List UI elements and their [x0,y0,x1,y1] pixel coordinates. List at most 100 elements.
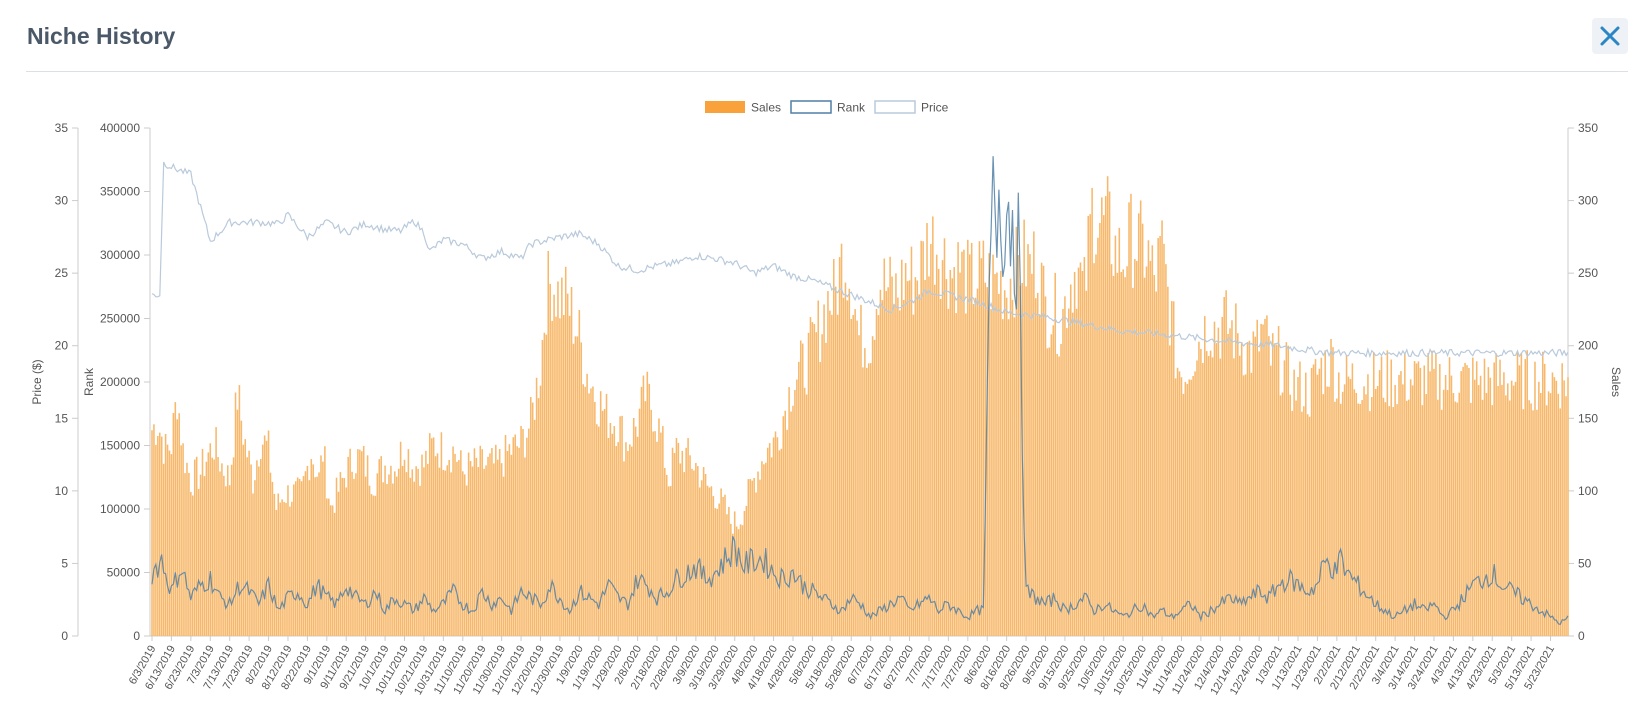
sales-bar [1398,375,1400,636]
sales-bar [1303,406,1305,636]
sales-bar [1289,394,1292,636]
sales-bar [526,437,528,636]
sales-bar [1149,260,1152,636]
sales-bar [1503,372,1505,636]
sales-bar [335,477,338,636]
rank-tick-label: 150000 [100,439,140,453]
close-button[interactable] [1592,18,1628,54]
sales-bar [1437,399,1439,636]
sales-bar [263,435,266,636]
sales-bar [1260,323,1262,636]
sales-bar [827,291,829,636]
sales-bar [959,272,961,636]
sales-bar [1013,317,1016,636]
sales-bar [190,491,192,636]
sales-bar [675,437,678,636]
sales-bar [364,476,367,636]
sales-bar [1172,301,1175,636]
sales-bar [1114,235,1117,636]
sales-bar [473,448,476,636]
sales-bar [186,462,188,636]
sales-bar [644,401,647,636]
sales-bar [1250,372,1253,636]
sales-bar [685,447,687,636]
sales-bar [1194,371,1196,636]
sales-bar [1277,326,1280,636]
rank-tick-label: 200000 [100,375,140,389]
sales-bar [1439,364,1441,636]
sales-bar [467,452,470,636]
sales-bar [1124,277,1126,636]
sales-bar [1524,359,1527,636]
sales-bar [1468,367,1470,636]
sales-bar [543,332,546,636]
sales-bar [1353,389,1356,636]
sales-bar [541,340,544,636]
sales-bar [1386,350,1389,636]
sales-bar [324,446,326,636]
sales-bar [261,444,264,636]
sales-bar [1396,404,1398,636]
sales-bar [345,487,348,636]
sales-bar [730,523,732,636]
sales-bar [899,310,901,636]
sales-bar [607,437,610,636]
sales-bar [1452,393,1455,636]
sales-bar [1075,308,1078,636]
sales-bar [1044,296,1047,636]
sales-bar [405,472,408,636]
sales-bar [1310,367,1313,636]
sales-bar [1305,372,1307,636]
sales-bar [1054,272,1056,636]
sales-bar [254,480,256,636]
sales-bar [195,456,198,636]
sales-bar [275,509,278,636]
sales-bar [1196,360,1198,636]
sales-bar [700,480,703,636]
sales-bar [1318,368,1321,636]
sales-bar [153,424,155,636]
sales-bar [331,505,334,636]
sales-bar [347,456,349,636]
sales-bar [421,454,423,636]
price-tick-label: 20 [55,339,69,353]
sales-bar [215,427,217,636]
sales-bar [1223,296,1225,636]
sales-bar [180,445,182,636]
sales-bar [209,443,212,636]
sales-bar [376,473,379,636]
sales-bar [407,449,410,636]
sales-bar [757,471,759,636]
sales-bar [854,309,856,636]
sales-bar [792,405,794,636]
sales-bar [1536,409,1538,636]
sales-bar [489,453,491,636]
sales-bar [1038,315,1041,636]
sales-bar [1328,386,1330,636]
sales-bar [922,241,924,637]
sales-bar [867,363,870,636]
sales-bar [691,468,693,636]
sales-bar [242,444,245,636]
sales-bar [1060,344,1062,636]
sales-bar [918,294,921,636]
sales-bar [615,446,617,636]
sales-bar [1000,270,1002,636]
sales-bar [778,450,781,636]
sales-bar [1275,344,1278,636]
sales-bar [609,422,612,636]
sales-bar [1283,360,1286,636]
sales-bar [1258,351,1260,636]
sales-bar [1512,385,1515,636]
sales-bar [864,348,866,636]
sales-bar [1145,266,1148,636]
sales-bar [298,478,301,636]
sales-bar [801,343,804,636]
sales-bar [784,410,786,636]
sales-bar [279,502,281,636]
sales-bar [753,477,755,636]
sales-bar [572,343,575,636]
sales-bar [621,415,623,636]
sales-bar [930,244,932,636]
sales-bar [578,310,581,636]
